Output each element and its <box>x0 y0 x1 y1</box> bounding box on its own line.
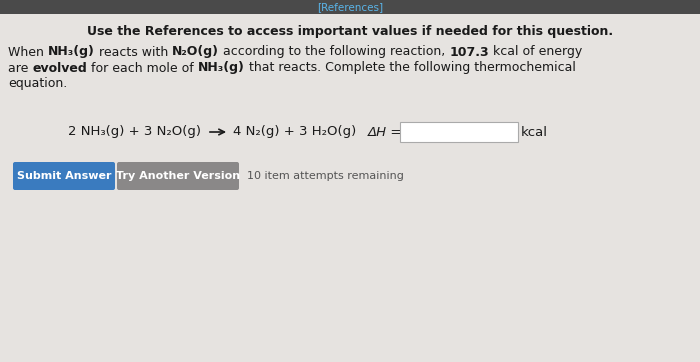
Text: NH₃(g): NH₃(g) <box>48 46 94 59</box>
Bar <box>400 122 518 142</box>
Text: NH₃(g): NH₃(g) <box>198 62 245 75</box>
Text: N₂O(g): N₂O(g) <box>172 46 219 59</box>
Text: equation.: equation. <box>8 77 67 90</box>
Text: When: When <box>8 46 48 59</box>
Text: 10 item attempts remaining: 10 item attempts remaining <box>247 171 404 181</box>
Text: that reacts. Complete the following thermochemical: that reacts. Complete the following ther… <box>245 62 575 75</box>
Bar <box>0 0 700 14</box>
Text: 2 NH₃(g) + 3 N₂O(g): 2 NH₃(g) + 3 N₂O(g) <box>68 126 201 139</box>
Text: according to the following reaction,: according to the following reaction, <box>219 46 449 59</box>
Text: Use the References to access important values if needed for this question.: Use the References to access important v… <box>87 25 613 38</box>
FancyBboxPatch shape <box>117 162 239 190</box>
Text: [References]: [References] <box>317 2 383 12</box>
Text: Submit Answer: Submit Answer <box>17 171 111 181</box>
Text: 107.3: 107.3 <box>449 46 489 59</box>
Text: for each mole of: for each mole of <box>87 62 198 75</box>
Text: 4 N₂(g) + 3 H₂O(g): 4 N₂(g) + 3 H₂O(g) <box>233 126 356 139</box>
FancyBboxPatch shape <box>13 162 115 190</box>
Text: kcal of energy: kcal of energy <box>489 46 582 59</box>
Text: evolved: evolved <box>32 62 87 75</box>
Text: reacts with: reacts with <box>94 46 172 59</box>
Text: ΔH =: ΔH = <box>368 126 402 139</box>
Text: Try Another Version: Try Another Version <box>116 171 240 181</box>
Text: kcal: kcal <box>522 126 548 139</box>
Text: are: are <box>8 62 32 75</box>
